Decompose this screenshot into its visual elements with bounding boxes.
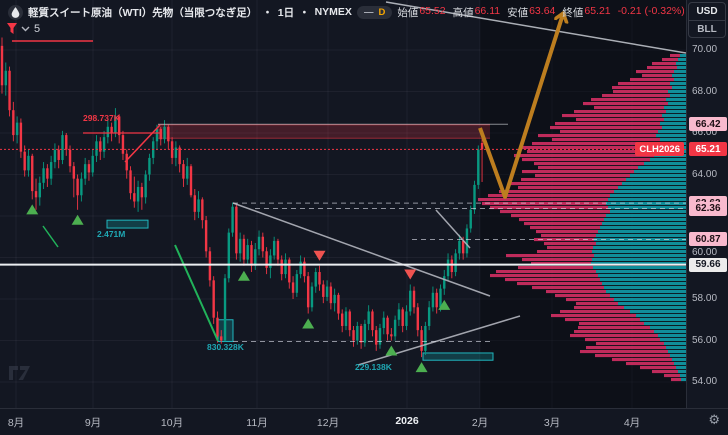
oil-droplet-icon xyxy=(11,6,20,18)
unit-usd-button[interactable]: USD xyxy=(696,6,718,17)
separator-dot: ・ xyxy=(262,6,273,19)
price-tick-label: 58.00 xyxy=(692,293,718,304)
unit-bll-button[interactable]: BLL xyxy=(689,20,725,37)
close-label: 終値 xyxy=(562,6,584,19)
open-value: 65.52 xyxy=(419,4,446,17)
drawings-legend[interactable]: 5 xyxy=(7,23,40,35)
tradingview-logo-icon[interactable] xyxy=(9,366,31,389)
sell-marker-icon xyxy=(313,250,326,261)
projection-arrow[interactable] xyxy=(478,14,563,199)
time-tick-label: 10月 xyxy=(160,417,184,429)
time-tick-label: 3月 xyxy=(543,417,561,429)
buy-marker-icon xyxy=(385,345,398,356)
time-tick-label: 2026 xyxy=(395,415,419,427)
price-tick-label: 68.00 xyxy=(692,85,718,97)
data-status-badge[interactable]: — D xyxy=(356,5,393,19)
time-tick-label: 11月 xyxy=(246,417,268,429)
low-label: 安値 xyxy=(507,6,529,19)
price-alert-label: 59.66 xyxy=(689,257,727,272)
candles xyxy=(0,37,484,358)
time-tick-label: 12月 xyxy=(316,417,340,429)
timeframe-label[interactable]: 1日 xyxy=(277,6,295,19)
price-tick-label: 66.00 xyxy=(692,127,718,138)
dashed-level-lines[interactable] xyxy=(233,202,686,343)
drawings-count: 5 xyxy=(34,23,41,35)
change-value: -0.21 (-0.32%) xyxy=(617,4,684,17)
svg-text:229.138K: 229.138K xyxy=(355,362,393,372)
chevron-down-icon xyxy=(21,26,30,32)
buy-marker-icon xyxy=(302,318,315,329)
instrument-logo-icon xyxy=(8,4,23,20)
svg-text:2.471M: 2.471M xyxy=(97,229,125,239)
high-value: 66.11 xyxy=(474,4,501,17)
time-axis[interactable]: ⚙ 8月 9月 10月 11月 12月 2026 2月 3月 4月 xyxy=(0,408,728,435)
time-tick-label: 2月 xyxy=(471,417,489,429)
price-axis[interactable]: USD BLL 70.00 68.00 66.00 64.00 60.00 58.00 56… xyxy=(686,0,728,408)
price-tick-label: 70.00 xyxy=(692,44,718,55)
symbol-header: 軽質スイート原油（WTI）先物（当限つなぎ足） ・ 1日 ・ NYMEX — D… xyxy=(8,3,684,21)
time-tick-label: 9月 xyxy=(84,417,102,429)
price-tick-label: 56.00 xyxy=(692,334,718,346)
open-label: 始値 xyxy=(397,6,419,19)
signal-markers xyxy=(26,204,451,373)
svg-text:830.328K: 830.328K xyxy=(207,342,245,352)
supply-zone[interactable] xyxy=(158,124,490,139)
separator-dot: ・ xyxy=(299,6,310,19)
buy-marker-icon xyxy=(438,299,451,310)
price-tick-label: 60.00 xyxy=(692,246,718,258)
buy-marker-icon xyxy=(415,362,428,373)
gear-icon[interactable]: ⚙ xyxy=(708,413,720,428)
exchange-label: NYMEX xyxy=(314,6,352,18)
annotation-labels: 298.737K 2.471M 830.328K 229.138K xyxy=(83,113,393,372)
svg-text:298.737K: 298.737K xyxy=(83,113,121,123)
time-tick-label: 4月 xyxy=(623,417,641,429)
close-value: 65.21 xyxy=(584,4,611,17)
chart-canvas[interactable]: 298.737K 2.471M 830.328K 229.138K xyxy=(0,0,686,408)
buy-marker-icon xyxy=(26,204,39,215)
unit-selector[interactable]: USD BLL xyxy=(688,2,726,38)
high-label: 高値 xyxy=(452,6,474,19)
market-status-icon: — xyxy=(363,6,374,18)
buy-marker-icon xyxy=(237,270,250,281)
symbol-title[interactable]: 軽質スイート原油（WTI）先物（当限つなぎ足） xyxy=(28,6,258,19)
contract-label: CLH2026 xyxy=(635,142,684,157)
trendlines[interactable] xyxy=(12,1,686,366)
ohlc-readout: 始値 65.52 高値 66.11 安値 63.64 終値 65.21 -0.21 (-… xyxy=(397,5,684,20)
sell-marker-icon xyxy=(404,269,417,280)
price-alert-label: 66.42 xyxy=(689,117,727,132)
price-alert-label: 62.36 xyxy=(689,201,727,216)
demand-boxes[interactable] xyxy=(106,219,494,361)
price-tick-label: 64.00 xyxy=(692,168,718,180)
price-alert-label: 60.87 xyxy=(689,232,727,247)
price-tick-label: 54.00 xyxy=(692,376,718,387)
time-tick-label: 8月 xyxy=(7,417,25,429)
buy-marker-icon xyxy=(71,214,84,225)
delayed-data-icon: D xyxy=(378,6,386,18)
funnel-icon xyxy=(7,23,17,34)
current-price-label: 65.21 xyxy=(689,142,727,157)
low-value: 63.64 xyxy=(529,4,556,17)
